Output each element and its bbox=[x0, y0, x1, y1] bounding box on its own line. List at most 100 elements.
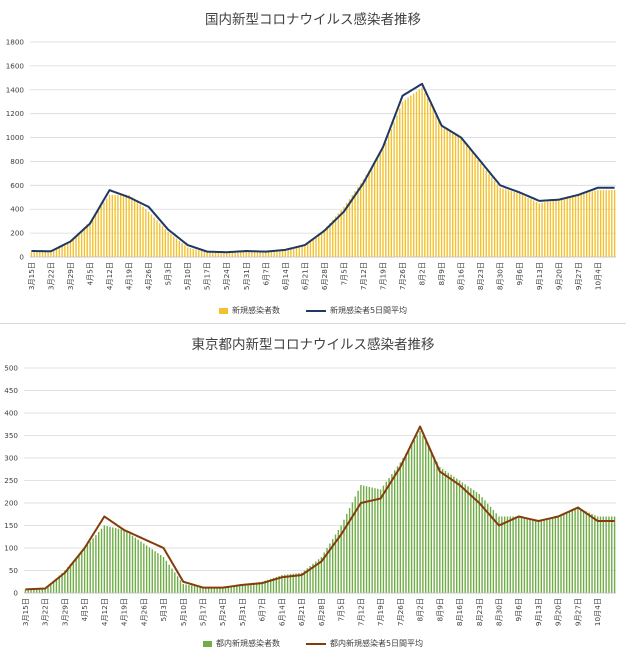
bar bbox=[80, 230, 83, 257]
x-tick-label-group: 3月29日 bbox=[60, 598, 69, 626]
bar bbox=[538, 203, 540, 257]
x-tick-label: 5月10日 bbox=[179, 598, 188, 626]
bar bbox=[237, 252, 239, 257]
bar bbox=[219, 587, 221, 593]
bar bbox=[449, 130, 451, 257]
bar bbox=[223, 252, 225, 257]
bar bbox=[506, 516, 509, 593]
bar bbox=[318, 234, 320, 257]
y-tick-label: 100 bbox=[4, 544, 18, 553]
x-tick-label: 5月3日 bbox=[164, 262, 173, 286]
bar bbox=[450, 474, 452, 593]
bar bbox=[351, 502, 354, 593]
bar bbox=[329, 223, 331, 257]
bar bbox=[281, 250, 284, 257]
bar bbox=[446, 129, 448, 257]
bar bbox=[89, 221, 91, 257]
bar bbox=[461, 482, 464, 593]
bar bbox=[131, 197, 133, 257]
bar bbox=[250, 583, 252, 593]
bar bbox=[234, 252, 236, 257]
bar bbox=[161, 226, 164, 257]
bar bbox=[371, 487, 373, 593]
bar bbox=[312, 563, 314, 593]
y-tick-label: 500 bbox=[4, 364, 18, 373]
bar bbox=[489, 506, 492, 593]
bar bbox=[505, 189, 507, 257]
bar bbox=[421, 87, 423, 257]
bar bbox=[142, 206, 144, 257]
legend-swatch-bars bbox=[202, 640, 212, 647]
bar bbox=[399, 462, 402, 593]
bar bbox=[265, 252, 267, 257]
bar bbox=[64, 245, 66, 257]
x-tick-label: 10月4日 bbox=[593, 262, 602, 290]
x-tick-label-group: 6月28日 bbox=[320, 262, 329, 290]
bar bbox=[106, 526, 108, 593]
x-tick-label: 6月7日 bbox=[258, 598, 267, 622]
bar bbox=[151, 549, 153, 593]
bar bbox=[362, 485, 365, 593]
bar bbox=[83, 227, 86, 257]
x-tick-label: 9月13日 bbox=[535, 262, 544, 290]
bar bbox=[368, 170, 370, 257]
x-tick-label-group: 5月3日 bbox=[159, 598, 168, 622]
x-tick-label: 4月19日 bbox=[120, 598, 129, 626]
y-tick-label: 800 bbox=[10, 157, 24, 166]
x-tick-label-group: 4月12日 bbox=[105, 262, 114, 290]
bar bbox=[337, 530, 340, 593]
x-tick-label-group: 6月14日 bbox=[277, 598, 286, 626]
x-tick-label-group: 4月26日 bbox=[144, 262, 153, 290]
bar bbox=[499, 187, 501, 257]
bar bbox=[301, 246, 303, 257]
legend-item-line: 都内新規感染者5日間平均 bbox=[305, 638, 423, 649]
bar bbox=[69, 564, 72, 593]
y-tick-label: 200 bbox=[10, 229, 24, 238]
x-tick-label: 4月12日 bbox=[100, 598, 109, 626]
bar bbox=[368, 486, 371, 593]
bar bbox=[317, 559, 320, 593]
legend-item-bars: 都内新規感染者数 bbox=[202, 638, 280, 649]
bar bbox=[343, 519, 345, 593]
bar bbox=[111, 194, 114, 257]
bar bbox=[374, 488, 376, 593]
bar bbox=[140, 541, 142, 593]
bar bbox=[571, 510, 574, 593]
bar bbox=[134, 537, 137, 593]
bar bbox=[391, 474, 393, 593]
bar bbox=[89, 541, 91, 593]
y-tick-label: 300 bbox=[4, 454, 18, 463]
bar bbox=[298, 247, 300, 257]
bar bbox=[227, 586, 230, 593]
bar bbox=[36, 252, 38, 257]
bar bbox=[377, 488, 379, 593]
bar bbox=[78, 233, 80, 257]
x-tick-label: 8月9日 bbox=[435, 598, 444, 622]
bar bbox=[306, 568, 309, 593]
bar bbox=[357, 490, 359, 593]
bar bbox=[290, 249, 292, 257]
bar bbox=[323, 229, 326, 257]
bar bbox=[128, 194, 130, 257]
bar bbox=[546, 201, 549, 257]
bar bbox=[424, 92, 426, 257]
bar bbox=[481, 497, 483, 593]
chart-legend: 都内新規感染者数 都内新規感染者5日間平均 bbox=[0, 638, 626, 649]
bar bbox=[346, 513, 348, 593]
bar bbox=[591, 513, 593, 593]
bar bbox=[585, 511, 588, 593]
bar bbox=[509, 516, 511, 593]
x-tick-label: 8月23日 bbox=[475, 598, 484, 626]
bar bbox=[92, 538, 94, 593]
chart-title: 国内新型コロナウイルス感染者推移 bbox=[205, 12, 421, 28]
bar bbox=[362, 179, 365, 257]
bar bbox=[390, 129, 393, 257]
bar bbox=[286, 574, 289, 593]
x-tick-label-group: 7月19日 bbox=[376, 598, 385, 626]
x-tick-label: 8月16日 bbox=[457, 262, 466, 290]
bar bbox=[55, 249, 58, 257]
bar bbox=[376, 158, 379, 257]
bar bbox=[196, 586, 199, 593]
bar bbox=[488, 174, 490, 257]
bar bbox=[399, 108, 401, 257]
